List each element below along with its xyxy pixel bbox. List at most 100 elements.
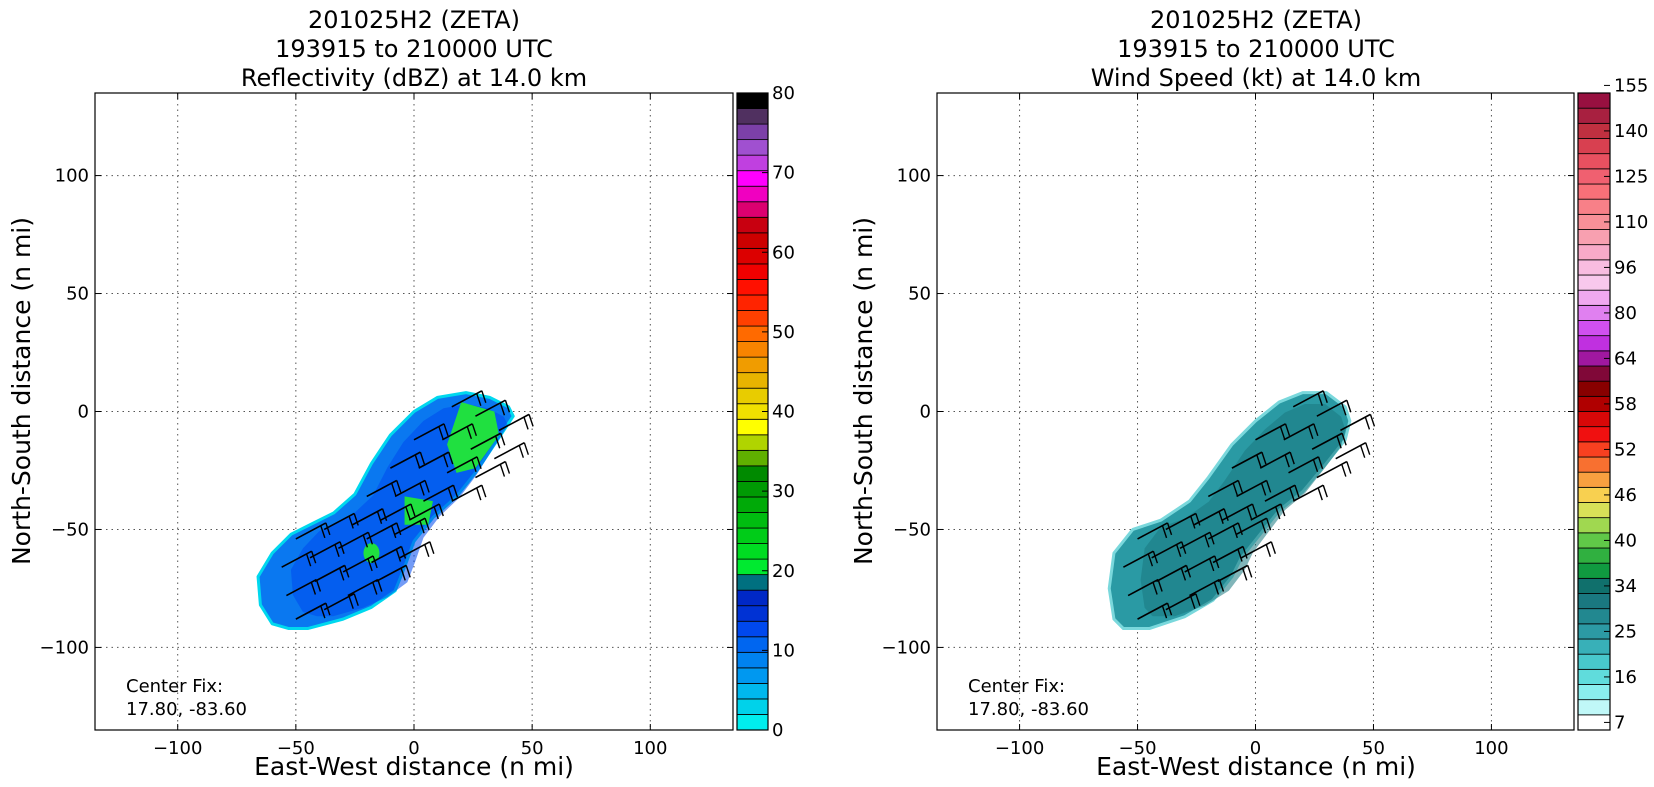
right-panel: 201025H2 (ZETA) 193915 to 210000 UTC Win… bbox=[849, 6, 1648, 781]
left-echo-core bbox=[447, 402, 500, 473]
right-colorbar-swatch bbox=[1577, 274, 1611, 291]
right-wind-barb bbox=[1255, 423, 1291, 441]
left-colorbar-swatch bbox=[736, 496, 769, 513]
left-colorbar-swatch bbox=[736, 667, 769, 684]
right-title-line-3: Wind Speed (kt) at 14.0 km bbox=[1091, 64, 1422, 92]
right-colorbar-swatch bbox=[1577, 229, 1611, 246]
right-x-axis-label: East-West distance (n mi) bbox=[1096, 752, 1416, 781]
left-wind-barb bbox=[347, 578, 383, 597]
right-colorbar-tick-label: 58 bbox=[1614, 394, 1637, 415]
left-colorbar-swatch bbox=[736, 279, 769, 296]
right-wind-barb bbox=[1316, 399, 1352, 417]
right-colorbar-swatch bbox=[1577, 138, 1611, 155]
right-y-tick-label: 0 bbox=[920, 402, 931, 423]
right-wind-barb bbox=[1250, 503, 1286, 521]
left-colorbar-swatch bbox=[736, 139, 769, 156]
right-wind-barb bbox=[1151, 541, 1187, 559]
right-wind-barb bbox=[1193, 508, 1229, 526]
right-wind-barb bbox=[1264, 484, 1300, 502]
right-wind-barb bbox=[1189, 578, 1225, 597]
left-colorbar-swatch bbox=[736, 558, 769, 576]
left-wind-barb bbox=[295, 602, 331, 620]
left-wind-barb bbox=[309, 541, 345, 559]
left-colorbar-swatch bbox=[736, 605, 769, 622]
right-colorbar-tick-label: 52 bbox=[1614, 439, 1637, 460]
right-wind-barb bbox=[1231, 451, 1267, 469]
left-colorbar-swatch bbox=[736, 310, 769, 327]
left-wind-barb bbox=[451, 390, 487, 408]
left-y-tick-label: 50 bbox=[66, 284, 89, 305]
left-x-axis-label: East-West distance (n mi) bbox=[254, 752, 574, 781]
left-x-tick-label: 100 bbox=[633, 738, 667, 759]
right-colorbar-tick-label: 140 bbox=[1614, 121, 1648, 142]
right-wind-barb bbox=[1179, 531, 1215, 550]
right-colorbar-swatch bbox=[1577, 471, 1611, 488]
right-colorbar-swatch bbox=[1577, 517, 1611, 534]
left-wind-barb bbox=[394, 517, 430, 535]
left-wind-barb bbox=[366, 522, 402, 540]
left-wind-barb bbox=[394, 479, 430, 498]
right-wind-barb bbox=[1123, 550, 1159, 568]
left-wind-barb bbox=[281, 550, 317, 568]
right-y-tick-label: 50 bbox=[908, 284, 931, 305]
left-x-tick-label: 0 bbox=[408, 738, 419, 759]
right-colorbar-tick-label: 16 bbox=[1614, 667, 1637, 688]
left-center-fix-value: 17.80, -83.60 bbox=[126, 699, 247, 720]
right-wind-barb bbox=[1240, 541, 1277, 559]
left-title-line-3: Reflectivity (dBZ) at 14.0 km bbox=[241, 64, 587, 92]
left-colorbar-tick-label: 30 bbox=[772, 481, 795, 502]
right-wind-barb bbox=[1236, 479, 1272, 498]
left-title-line-1: 201025H2 (ZETA) bbox=[308, 6, 520, 34]
left-wind-barb bbox=[418, 451, 454, 469]
right-colorbar-tick-label: 64 bbox=[1614, 348, 1637, 369]
left-colorbar-swatch bbox=[736, 123, 769, 141]
right-x-tick-label: −50 bbox=[1119, 738, 1157, 759]
left-wind-barb bbox=[475, 399, 511, 417]
right-wind-barb bbox=[1212, 545, 1248, 564]
left-title-line-2: 193915 to 210000 UTC bbox=[275, 35, 553, 63]
left-colorbar-tick-label: 60 bbox=[772, 242, 795, 263]
right-colorbar: 7 16 25 34 40 46 52 58 64 80 96 110 125 140 155 bbox=[1577, 75, 1648, 733]
left-colorbar-swatch bbox=[736, 449, 769, 467]
left-colorbar-swatch bbox=[736, 232, 769, 249]
right-colorbar-swatch bbox=[1577, 198, 1611, 215]
right-wind-barb bbox=[1292, 484, 1328, 502]
left-colorbar-swatch bbox=[736, 216, 769, 234]
right-title-line-1: 201025H2 (ZETA) bbox=[1150, 6, 1362, 34]
right-wind-barb bbox=[1335, 441, 1371, 460]
left-wind-barb bbox=[493, 441, 530, 460]
right-wind-barb bbox=[1165, 512, 1201, 531]
right-colorbar-swatch bbox=[1577, 380, 1611, 397]
right-colorbar-swatch bbox=[1577, 92, 1611, 109]
left-x-tick-label: 50 bbox=[521, 738, 544, 759]
right-wind-barb bbox=[1236, 517, 1272, 535]
right-colorbar-swatch bbox=[1577, 426, 1611, 443]
right-colorbar-swatch bbox=[1577, 699, 1611, 716]
right-wind-barb bbox=[1292, 390, 1328, 408]
left-center-fix-label: Center Fix: bbox=[126, 676, 223, 697]
right-colorbar-swatch bbox=[1577, 365, 1611, 382]
right-wind-barb bbox=[1127, 578, 1163, 597]
right-wind-barb bbox=[1156, 564, 1192, 583]
left-colorbar-swatch bbox=[736, 185, 769, 203]
right-y-tick-label: 100 bbox=[897, 166, 931, 187]
left-colorbar-swatch bbox=[736, 465, 769, 482]
right-colorbar-tick-label: 125 bbox=[1614, 166, 1648, 187]
right-colorbar-swatch bbox=[1577, 107, 1611, 124]
right-wind-barb bbox=[1207, 522, 1243, 540]
right-colorbar-swatch bbox=[1577, 411, 1611, 428]
left-wind-barb bbox=[413, 423, 449, 441]
left-wind-barb bbox=[451, 484, 487, 502]
right-colorbar-tick-label: 25 bbox=[1614, 621, 1637, 642]
left-wind-barb bbox=[375, 564, 411, 583]
left-colorbar-swatch bbox=[736, 543, 769, 560]
left-colorbar-swatch bbox=[736, 263, 769, 280]
right-colorbar-swatch bbox=[1577, 320, 1611, 337]
left-colorbar-swatch bbox=[736, 527, 769, 544]
left-colorbar-tick-label: 80 bbox=[772, 83, 795, 104]
left-wind-barb bbox=[423, 484, 459, 502]
right-wind-barb bbox=[1283, 423, 1319, 441]
left-echo-core-2 bbox=[404, 496, 433, 525]
left-colorbar-tick-label: 50 bbox=[772, 322, 795, 343]
right-colorbar-swatch bbox=[1577, 593, 1611, 610]
